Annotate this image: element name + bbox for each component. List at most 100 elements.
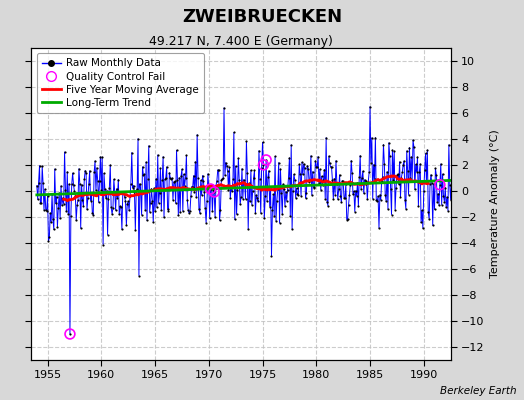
Point bbox=[186, 208, 194, 214]
Point bbox=[130, 189, 139, 195]
Point bbox=[47, 219, 56, 226]
Point bbox=[291, 195, 300, 201]
Point bbox=[75, 181, 84, 187]
Point bbox=[173, 177, 182, 183]
Point bbox=[155, 190, 163, 196]
Point bbox=[68, 181, 76, 187]
Point bbox=[180, 171, 188, 177]
Point bbox=[259, 162, 268, 168]
Point bbox=[329, 195, 337, 202]
Point bbox=[252, 192, 260, 198]
Point bbox=[429, 222, 437, 228]
Point bbox=[185, 210, 193, 216]
Point bbox=[189, 184, 197, 191]
Point bbox=[157, 207, 166, 214]
Point bbox=[123, 200, 132, 207]
Point bbox=[405, 144, 413, 151]
Point bbox=[171, 200, 180, 206]
Point bbox=[256, 176, 264, 182]
Point bbox=[228, 188, 236, 194]
Point bbox=[65, 181, 73, 187]
Point bbox=[108, 211, 116, 217]
Point bbox=[163, 206, 172, 212]
Point bbox=[341, 195, 349, 201]
Point bbox=[390, 148, 398, 154]
Point bbox=[204, 184, 213, 191]
Point bbox=[210, 189, 219, 195]
Point bbox=[103, 232, 112, 238]
Point bbox=[203, 198, 211, 204]
Point bbox=[422, 180, 431, 186]
Point bbox=[175, 174, 183, 181]
Point bbox=[373, 198, 381, 204]
Point bbox=[304, 166, 312, 172]
Point bbox=[50, 226, 58, 233]
Point bbox=[376, 192, 384, 198]
Point bbox=[420, 167, 429, 173]
Point bbox=[51, 200, 60, 207]
Point bbox=[316, 186, 325, 193]
Point bbox=[141, 207, 149, 213]
Point bbox=[380, 160, 389, 167]
Point bbox=[84, 181, 93, 188]
Point bbox=[198, 172, 206, 179]
Point bbox=[372, 197, 380, 203]
Point bbox=[417, 219, 425, 226]
Point bbox=[165, 170, 173, 176]
Point bbox=[353, 179, 362, 186]
Point bbox=[121, 198, 129, 204]
Point bbox=[285, 174, 293, 181]
Point bbox=[218, 176, 226, 182]
Point bbox=[41, 207, 50, 214]
Point bbox=[227, 184, 235, 190]
Point bbox=[171, 178, 179, 184]
Point bbox=[237, 194, 245, 200]
Point bbox=[55, 190, 63, 196]
Point bbox=[340, 195, 348, 201]
Point bbox=[348, 170, 356, 177]
Point bbox=[170, 178, 178, 185]
Point bbox=[129, 182, 138, 189]
Point bbox=[261, 193, 269, 200]
Point bbox=[59, 195, 67, 201]
Point bbox=[143, 217, 151, 224]
Point bbox=[435, 202, 443, 208]
Point bbox=[291, 177, 299, 183]
Point bbox=[323, 198, 331, 205]
Point bbox=[319, 177, 328, 184]
Point bbox=[315, 166, 324, 172]
Point bbox=[201, 205, 210, 212]
Point bbox=[445, 142, 453, 148]
Point bbox=[222, 159, 230, 166]
Point bbox=[430, 181, 438, 187]
Point bbox=[69, 182, 78, 188]
Point bbox=[226, 195, 234, 202]
Point bbox=[278, 211, 287, 217]
Point bbox=[397, 174, 406, 181]
Point bbox=[313, 164, 321, 170]
Point bbox=[230, 129, 238, 136]
Point bbox=[204, 171, 212, 177]
Point bbox=[400, 158, 408, 164]
Point bbox=[127, 149, 136, 156]
Point bbox=[392, 172, 401, 178]
Point bbox=[259, 162, 268, 168]
Point bbox=[182, 152, 191, 158]
Point bbox=[177, 173, 185, 180]
Point bbox=[209, 187, 217, 193]
Point bbox=[183, 197, 191, 203]
Point bbox=[401, 196, 409, 203]
Point bbox=[223, 162, 231, 169]
Point bbox=[248, 202, 256, 208]
Point bbox=[97, 187, 105, 193]
Point bbox=[187, 192, 195, 199]
Point bbox=[353, 193, 361, 199]
Point bbox=[117, 204, 125, 210]
Point bbox=[85, 168, 94, 174]
Point bbox=[365, 169, 373, 176]
Point bbox=[282, 198, 291, 204]
Point bbox=[432, 172, 441, 178]
Title: 49.217 N, 7.400 E (Germany): 49.217 N, 7.400 E (Germany) bbox=[149, 35, 333, 48]
Point bbox=[320, 166, 329, 173]
Point bbox=[416, 161, 424, 167]
